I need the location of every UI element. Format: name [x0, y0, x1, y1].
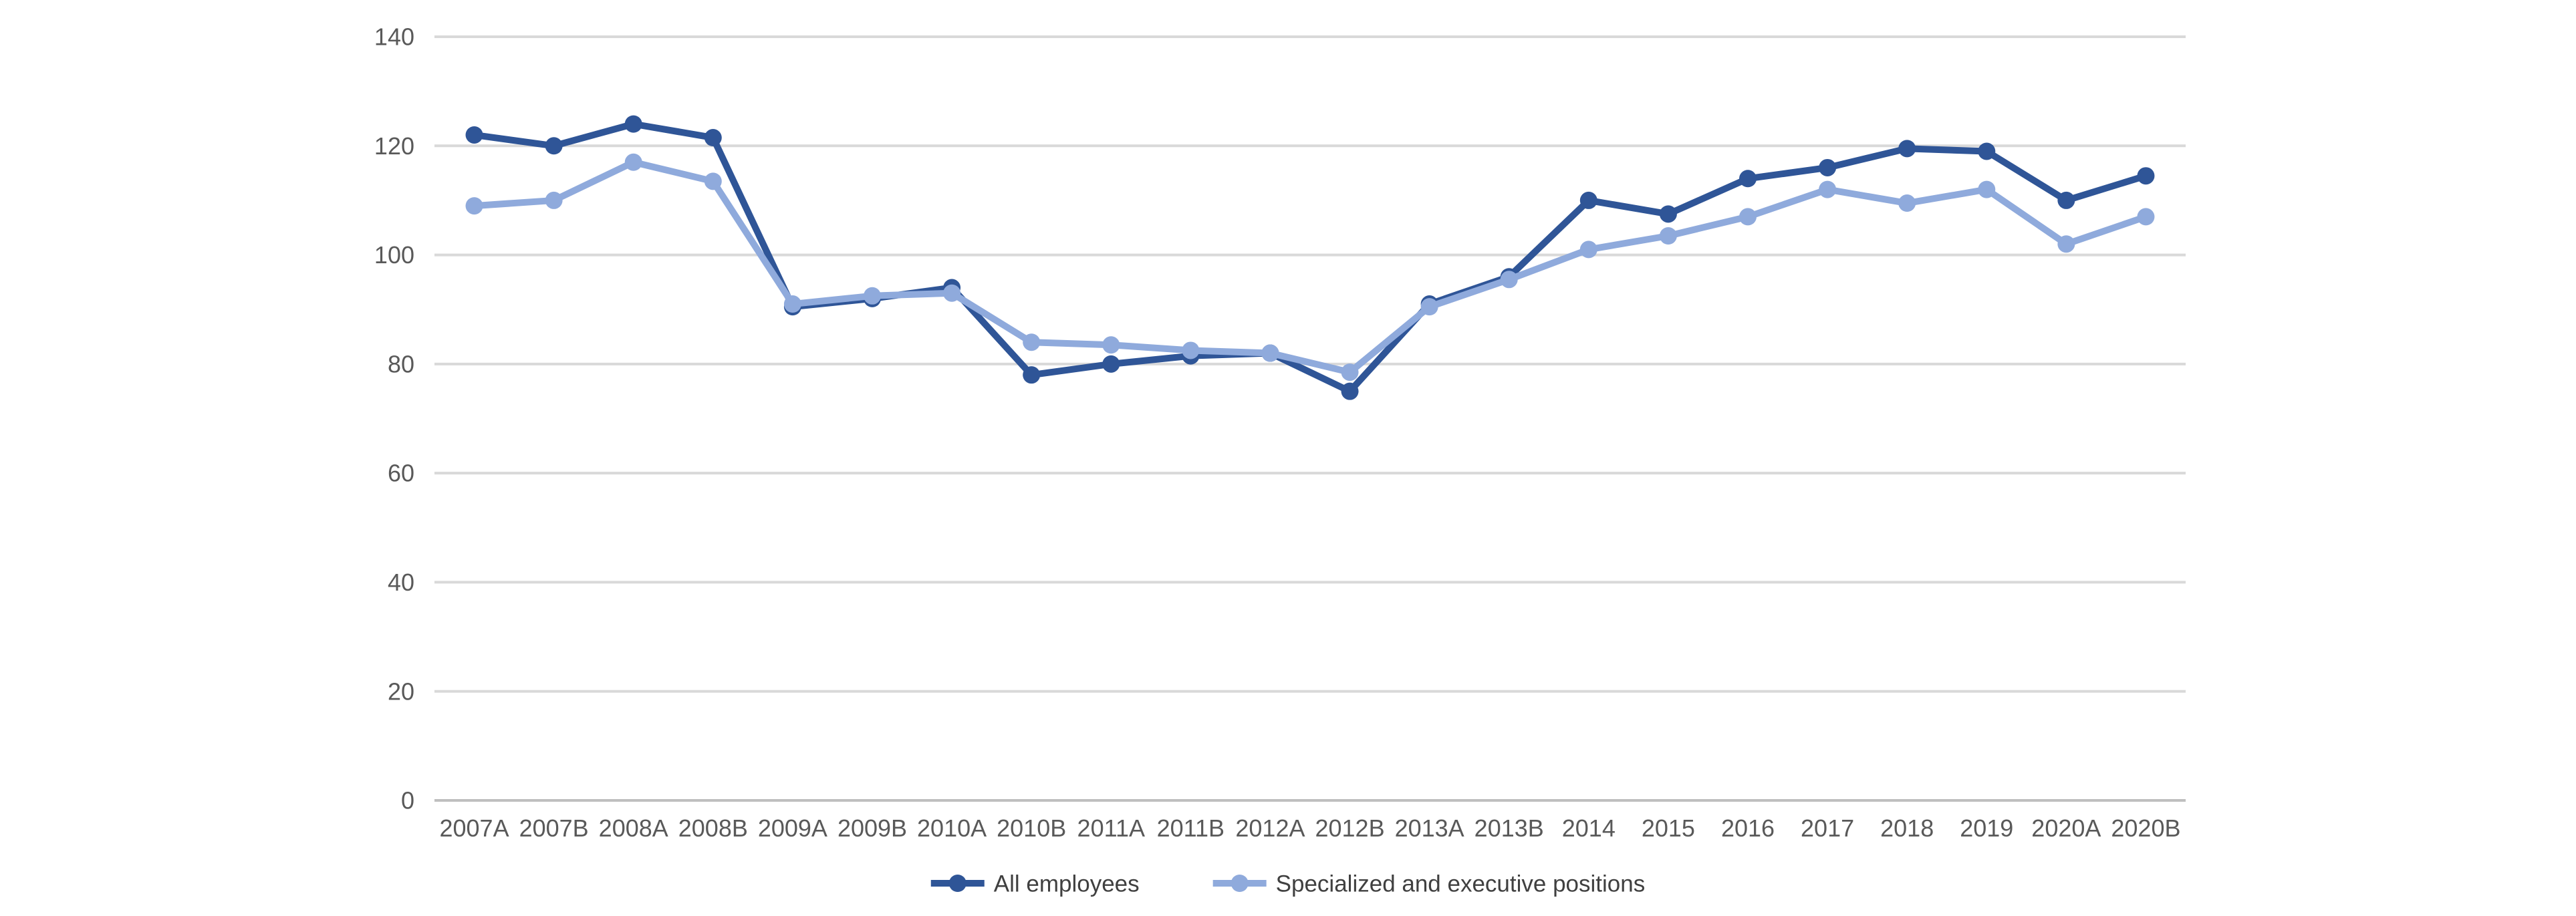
series-marker-all-employees	[1898, 140, 1916, 158]
series-line-specialized-and-executive-positions	[471, 158, 2150, 376]
y-tick-label: 40	[388, 569, 414, 596]
series-marker-all-employees	[1978, 142, 1996, 160]
series-marker-specialized-and-executive-positions	[2137, 208, 2155, 226]
legend-item-label: All employees	[994, 871, 1140, 897]
x-tick-label: 2009B	[838, 814, 907, 842]
x-tick-label: 2018	[1880, 814, 1934, 842]
legend-dot-icon	[948, 875, 967, 892]
series-marker-specialized-and-executive-positions	[864, 287, 881, 305]
series-marker-specialized-and-executive-positions	[1023, 333, 1041, 351]
series-marker-specialized-and-executive-positions	[1182, 341, 1200, 359]
x-tick-label: 2019	[1960, 814, 2013, 842]
series-marker-specialized-and-executive-positions	[704, 172, 722, 190]
x-tick-label: 2013A	[1395, 814, 1464, 842]
x-tick-label: 2008B	[678, 814, 748, 842]
series-marker-specialized-and-executive-positions	[545, 191, 563, 209]
series-marker-all-employees	[465, 126, 483, 144]
x-tick-label: 2015	[1642, 814, 1695, 842]
series-marker-specialized-and-executive-positions	[1341, 363, 1359, 381]
series-marker-all-employees	[1341, 382, 1359, 400]
x-tick-label: 2010B	[997, 814, 1066, 842]
y-tick-label: 80	[388, 350, 414, 377]
series-marker-specialized-and-executive-positions	[1739, 208, 1757, 226]
series-marker-all-employees	[1659, 205, 1677, 223]
y-tick-label: 0	[401, 787, 414, 814]
series-marker-specialized-and-executive-positions	[1579, 241, 1597, 259]
series-marker-all-employees	[704, 129, 722, 147]
legend-item-specialized-and-executive-positions: Specialized and executive positions	[1212, 871, 1646, 897]
legend-item-label: Specialized and executive positions	[1276, 871, 1646, 897]
series-marker-specialized-and-executive-positions	[1898, 194, 1916, 212]
series-marker-specialized-and-executive-positions	[783, 295, 801, 313]
x-tick-label: 2013B	[1474, 814, 1544, 842]
series-marker-specialized-and-executive-positions	[1978, 180, 1996, 198]
legend-dot-icon	[1231, 875, 1249, 892]
series-marker-all-employees	[545, 137, 563, 155]
x-tick-label: 2020B	[2111, 814, 2180, 842]
y-tick-label: 20	[388, 677, 414, 705]
x-tick-label: 2010A	[917, 814, 987, 842]
x-tick-label: 2017	[1801, 814, 1854, 842]
series-marker-specialized-and-executive-positions	[465, 197, 483, 215]
x-tick-label: 2011B	[1157, 814, 1225, 842]
series-marker-all-employees	[1579, 191, 1597, 209]
series-marker-specialized-and-executive-positions	[1659, 226, 1677, 245]
series-marker-all-employees	[1819, 158, 1837, 176]
legend-item-all-employees: All employees	[930, 871, 1140, 897]
x-tick-label: 2007A	[439, 814, 509, 842]
x-tick-label: 2011A	[1077, 814, 1145, 842]
series-marker-all-employees	[1739, 170, 1757, 188]
y-axis-tick-labels: 0 20 40 60 80 100 120 140	[374, 23, 414, 814]
x-tick-label: 2012A	[1235, 814, 1305, 842]
x-tick-label: 2009A	[758, 814, 827, 842]
x-tick-label: 2012B	[1315, 814, 1384, 842]
legend: All employees Specialized and executive p…	[930, 871, 1646, 897]
series-marker-all-employees	[2137, 167, 2155, 185]
x-tick-label: 2007B	[519, 814, 589, 842]
x-tick-label: 2016	[1721, 814, 1775, 842]
x-tick-label: 2008A	[599, 814, 668, 842]
y-tick-label: 120	[374, 132, 414, 160]
series-specialized-and-executive-positions	[465, 153, 2155, 381]
series-marker-all-employees	[624, 115, 642, 133]
x-tick-label: 2020A	[2031, 814, 2101, 842]
y-tick-label: 140	[374, 23, 414, 51]
series-marker-specialized-and-executive-positions	[624, 153, 642, 171]
gridlines	[434, 35, 2186, 802]
series-marker-specialized-and-executive-positions	[2057, 235, 2075, 253]
x-axis-tick-labels: 2007A 2007B 2008A 2008B 2009A 2009B 2010A 2010B…	[439, 814, 2180, 842]
series-marker-specialized-and-executive-positions	[1261, 344, 1279, 362]
series-marker-specialized-and-executive-positions	[943, 284, 961, 302]
series-marker-all-employees	[2057, 191, 2075, 209]
x-tick-label: 2014	[1562, 814, 1616, 842]
series-marker-specialized-and-executive-positions	[1102, 336, 1120, 354]
y-tick-label: 60	[388, 460, 414, 487]
series-line-all-employees	[471, 120, 2150, 395]
series-marker-all-employees	[1023, 366, 1041, 384]
series-marker-specialized-and-executive-positions	[1819, 180, 1837, 198]
series-marker-specialized-and-executive-positions	[1500, 271, 1518, 289]
series-marker-specialized-and-executive-positions	[1420, 298, 1438, 316]
y-tick-label: 100	[374, 241, 414, 269]
series-marker-all-employees	[1102, 355, 1120, 373]
